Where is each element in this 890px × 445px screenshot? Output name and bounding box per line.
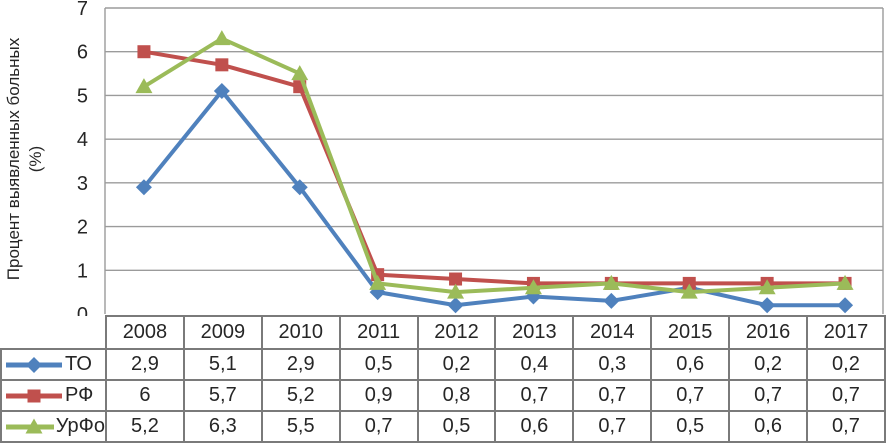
value-cell: 6 bbox=[105, 379, 185, 412]
year-cell-2011: 2011 bbox=[338, 315, 419, 350]
legend-cell-то: ТО bbox=[0, 348, 107, 381]
value-cell: 0,6 bbox=[728, 410, 809, 443]
series-line-0 bbox=[142, 87, 846, 308]
year-cell-2010: 2010 bbox=[260, 315, 341, 350]
value-cell: 0,7 bbox=[806, 379, 886, 412]
data-table: 2008 2009 2010 2011 2012 2013 2014 2015 2016 2017… bbox=[0, 315, 886, 443]
series-marker-2-2017 bbox=[836, 274, 854, 290]
series-marker-2-2014 bbox=[602, 274, 620, 290]
y-tick-label-5: 5 bbox=[77, 85, 88, 107]
series-то bbox=[135, 83, 854, 314]
value-cell: 5,2 bbox=[260, 379, 341, 412]
legend-label: ТО bbox=[65, 353, 92, 375]
y-tick-label-4: 4 bbox=[77, 129, 88, 151]
series-marker-1-2008 bbox=[137, 45, 151, 59]
value-cell: 0,5 bbox=[650, 410, 731, 443]
legend-key: ТО bbox=[3, 353, 104, 376]
value-cell: 0,5 bbox=[416, 410, 497, 443]
legend-cell-урфо: УрФо bbox=[0, 410, 107, 443]
value-cell: 0,7 bbox=[494, 379, 575, 412]
series-marker-2-2009 bbox=[213, 30, 231, 46]
y-tick-label-7: 7 bbox=[77, 0, 88, 20]
legend-cell-рф: РФ bbox=[0, 379, 107, 412]
y-tick-label-1: 1 bbox=[77, 260, 88, 282]
value-cell: 0,7 bbox=[728, 379, 809, 412]
year-cell-2017: 2017 bbox=[806, 315, 886, 350]
series-line-2 bbox=[142, 36, 846, 295]
series-marker-2-2015 bbox=[680, 283, 698, 299]
value-cell: 0,4 bbox=[494, 348, 575, 381]
series-marker-2-2016 bbox=[758, 279, 776, 295]
legend-key: УрФо bbox=[3, 415, 105, 438]
value-cell: 0,2 bbox=[416, 348, 497, 381]
legend-key-marker bbox=[27, 389, 41, 402]
series-marker-0-2017 bbox=[837, 297, 854, 314]
value-cell: 0,2 bbox=[728, 348, 809, 381]
value-cell: 0,7 bbox=[572, 379, 653, 412]
year-cell-2016: 2016 bbox=[728, 315, 809, 350]
value-cell: 5,2 bbox=[105, 410, 185, 443]
table-row-то: ТО 2,9 5,1 2,9 0,5 0,2 0,4 0,3 0,6 0,2 0,2 bbox=[0, 348, 886, 381]
value-cell: 0,3 bbox=[572, 348, 653, 381]
value-cell: 0,6 bbox=[650, 348, 731, 381]
legend-key-marker bbox=[25, 418, 43, 433]
series-marker-0-2016 bbox=[759, 297, 776, 314]
series-marker-2-2011 bbox=[369, 274, 387, 290]
year-cell-2015: 2015 bbox=[650, 315, 731, 350]
value-cell: 5,7 bbox=[182, 379, 263, 412]
y-tick-label-6: 6 bbox=[77, 42, 88, 64]
series-marker-0-2010 bbox=[291, 179, 308, 196]
series-marker-0-2009 bbox=[213, 83, 230, 100]
y-tick-label-3: 3 bbox=[77, 173, 88, 195]
y-tick-label-0: 0 bbox=[77, 304, 88, 316]
year-cell-2014: 2014 bbox=[572, 315, 653, 350]
series-marker-2-2013 bbox=[524, 279, 542, 295]
series-marker-1-2012 bbox=[449, 272, 463, 286]
value-cell: 2,9 bbox=[260, 348, 341, 381]
value-cell: 0,9 bbox=[338, 379, 419, 412]
legend-label: УрФо bbox=[55, 415, 105, 437]
value-cell: 0,8 bbox=[416, 379, 497, 412]
year-cell-2013: 2013 bbox=[494, 315, 575, 350]
series-marker-0-2008 bbox=[135, 179, 152, 196]
y-tick-label-2: 2 bbox=[77, 217, 88, 239]
series-рф bbox=[137, 45, 852, 290]
triangle-legend-key-icon bbox=[6, 418, 54, 433]
diamond-legend-key-icon bbox=[6, 356, 62, 373]
line-chart-plot: 0 1 2 3 4 5 6 7 bbox=[77, 0, 884, 316]
year-cell-2008: 2008 bbox=[105, 315, 185, 350]
value-cell: 0,7 bbox=[806, 410, 886, 443]
value-cell: 5,1 bbox=[182, 348, 263, 381]
value-cell: 0,7 bbox=[572, 410, 653, 443]
table-row-рф: РФ 6 5,7 5,2 0,9 0,8 0,7 0,7 0,7 0,7 0,7 bbox=[0, 379, 886, 412]
series-marker-0-2012 bbox=[447, 297, 464, 314]
series-marker-1-2015 bbox=[682, 276, 696, 290]
series-marker-1-2009 bbox=[215, 58, 229, 72]
legend-key-marker bbox=[26, 356, 42, 373]
value-cell: 0,7 bbox=[338, 410, 419, 443]
legend-label: РФ bbox=[65, 384, 94, 406]
series-урфо bbox=[135, 30, 854, 299]
year-cell-2012: 2012 bbox=[416, 315, 497, 350]
value-cell: 6,3 bbox=[182, 410, 263, 443]
value-cell: 5,5 bbox=[260, 410, 341, 443]
table-row-years: 2008 2009 2010 2011 2012 2013 2014 2015 2016 2017 bbox=[1, 315, 886, 350]
year-cell-2009: 2009 bbox=[182, 315, 263, 350]
value-cell: 2,9 bbox=[105, 348, 185, 381]
value-cell: 0,5 bbox=[338, 348, 419, 381]
table-corner-blank bbox=[1, 316, 106, 349]
square-legend-key-icon bbox=[6, 389, 62, 402]
series-marker-2-2012 bbox=[447, 283, 465, 299]
legend-key: РФ bbox=[3, 384, 104, 407]
series-line-1 bbox=[143, 49, 846, 286]
series-marker-2-2010 bbox=[291, 65, 309, 81]
value-cell: 0,6 bbox=[494, 410, 575, 443]
series-marker-2-2008 bbox=[135, 78, 153, 94]
series-marker-0-2014 bbox=[603, 292, 620, 309]
value-cell: 0,2 bbox=[806, 348, 886, 381]
value-cell: 0,7 bbox=[650, 379, 731, 412]
table-row-урфо: УрФо 5,2 6,3 5,5 0,7 0,5 0,6 0,7 0,5 0,6 0,7 bbox=[0, 410, 886, 443]
